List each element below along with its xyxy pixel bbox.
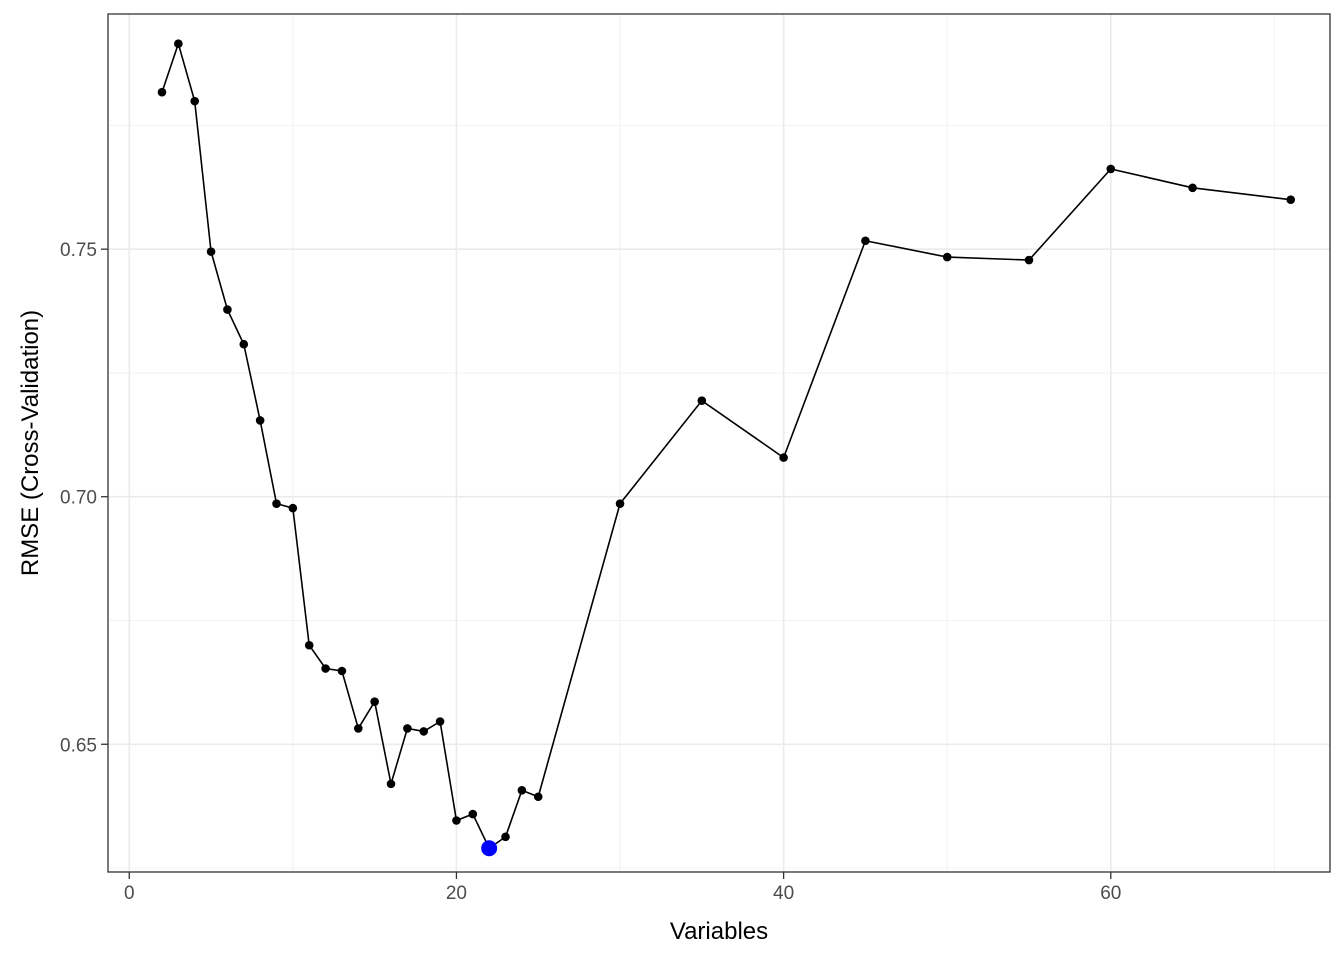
data-point bbox=[272, 499, 281, 508]
data-point bbox=[452, 816, 461, 825]
data-point bbox=[255, 416, 265, 425]
minor-gridlines bbox=[108, 14, 1330, 872]
x-tick-label: 20 bbox=[446, 883, 467, 904]
x-tick-label: 60 bbox=[1100, 883, 1121, 904]
y-tick-label: 0.75 bbox=[60, 240, 97, 261]
data-points bbox=[157, 39, 1296, 853]
major-gridlines bbox=[108, 14, 1330, 872]
data-point bbox=[1188, 183, 1197, 193]
data-point bbox=[321, 664, 330, 673]
data-point bbox=[190, 96, 200, 106]
data-point bbox=[157, 87, 167, 97]
data-point bbox=[501, 832, 510, 842]
minimum-highlight bbox=[481, 840, 498, 857]
data-point bbox=[288, 503, 298, 513]
data-point bbox=[223, 305, 232, 314]
data-point bbox=[174, 39, 183, 49]
data-point bbox=[386, 779, 396, 789]
x-axis-tick-labels: 0 20 40 60 bbox=[124, 883, 1121, 904]
x-tick-label: 40 bbox=[773, 883, 794, 904]
data-point bbox=[533, 792, 543, 802]
x-tick-label: 0 bbox=[124, 883, 135, 904]
y-tick-label: 0.70 bbox=[60, 488, 97, 509]
data-point bbox=[779, 453, 788, 462]
data-point bbox=[861, 236, 870, 246]
data-point bbox=[337, 666, 347, 676]
data-point bbox=[370, 697, 379, 706]
minimum-point bbox=[481, 840, 498, 857]
data-point bbox=[1106, 164, 1116, 174]
x-axis-title: Variables bbox=[670, 918, 768, 945]
y-tick-label: 0.65 bbox=[60, 735, 97, 756]
data-point bbox=[419, 727, 429, 736]
data-point bbox=[468, 809, 478, 819]
data-point bbox=[942, 252, 952, 262]
data-point bbox=[353, 724, 363, 733]
data-point bbox=[304, 640, 314, 650]
data-point bbox=[1024, 255, 1034, 265]
plot-panel-border bbox=[107, 13, 1331, 873]
plot-panel bbox=[108, 14, 1330, 872]
data-point bbox=[435, 717, 445, 726]
y-axis-tick-labels: 0.65 0.70 0.75 bbox=[60, 240, 97, 756]
y-axis-title: RMSE (Cross-Validation) bbox=[17, 310, 44, 576]
axis-ticks bbox=[101, 248, 1112, 879]
data-point bbox=[206, 247, 216, 256]
data-point bbox=[615, 499, 625, 508]
data-point bbox=[239, 339, 249, 349]
data-point bbox=[403, 724, 412, 733]
data-point bbox=[517, 786, 527, 795]
data-point bbox=[1286, 195, 1296, 204]
data-point bbox=[697, 396, 707, 405]
